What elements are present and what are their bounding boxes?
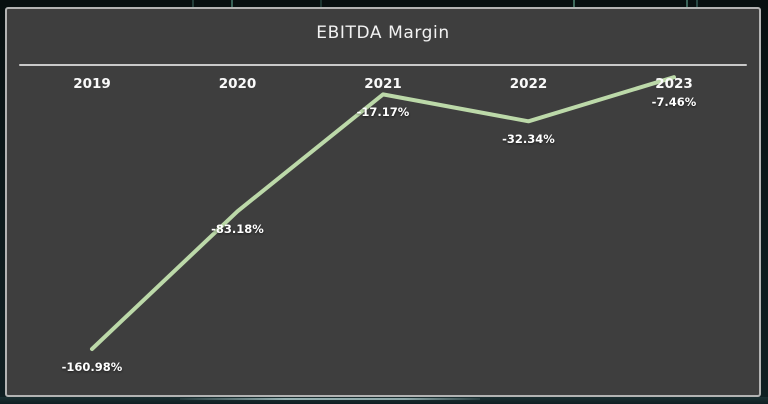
background-artifact-tick	[573, 0, 575, 7]
background-artifact-glow	[0, 397, 768, 404]
chart-card: EBITDA Margin	[5, 7, 761, 397]
background-artifact-tick	[686, 0, 688, 7]
title-divider	[19, 64, 747, 66]
background-artifact-tick	[696, 0, 698, 7]
background-artifact-line	[180, 398, 480, 400]
background-artifact-tick	[320, 0, 322, 7]
background-artifact-tick	[231, 0, 233, 7]
background-artifact-tick	[192, 0, 194, 7]
chart-title: EBITDA Margin	[316, 23, 450, 43]
